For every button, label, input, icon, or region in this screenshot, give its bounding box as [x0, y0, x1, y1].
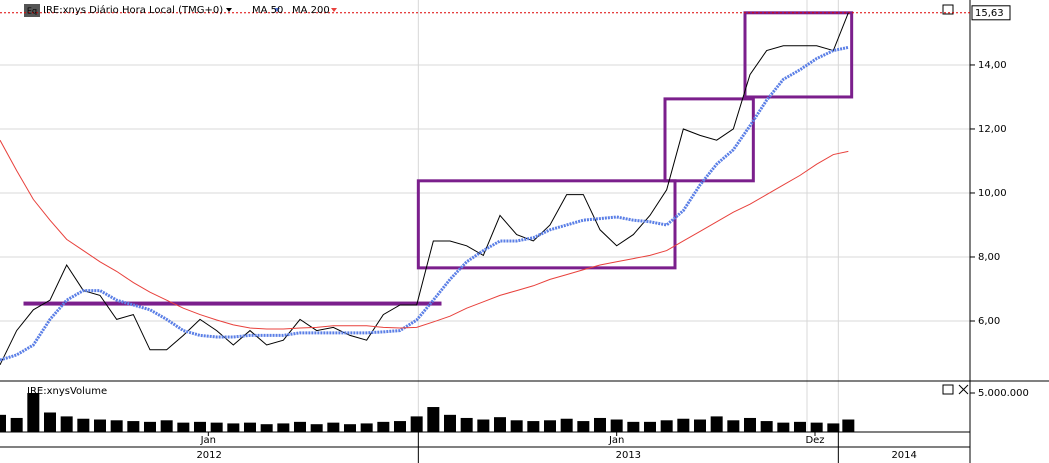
volume-bar — [560, 418, 573, 432]
volume-bar — [644, 421, 656, 432]
volume-bar — [210, 422, 223, 432]
volume-bar — [594, 417, 606, 432]
volume-bar — [110, 420, 123, 432]
volume-bar — [294, 421, 306, 432]
legend-label: MA 50 — [252, 5, 283, 16]
volume-bar — [544, 420, 556, 432]
volume-bar — [177, 422, 190, 432]
x-tick-label: Jan — [608, 435, 624, 446]
volume-bar — [244, 422, 256, 432]
dropdown-arrow[interactable] — [331, 8, 337, 12]
volume-bar — [444, 414, 456, 432]
y-tick-label: 8,00 — [978, 252, 1000, 263]
volume-bar — [44, 412, 56, 432]
last-price-label: 15,63 — [975, 8, 1004, 19]
volume-bar — [677, 418, 690, 432]
year-label: 2013 — [616, 450, 641, 461]
volume-bar — [310, 424, 323, 432]
volume-bar — [160, 420, 173, 432]
maximize-icon[interactable] — [942, 384, 954, 395]
volume-bar — [744, 417, 756, 432]
volume-bar — [277, 423, 290, 432]
volume-bar — [827, 423, 840, 432]
x-tick-label: Dez — [805, 435, 824, 446]
x-tick-label: Jan — [200, 435, 216, 446]
volume-bar — [377, 421, 390, 432]
volume-bar — [510, 420, 523, 432]
annotation-box — [416, 179, 677, 270]
volume-title: IRE:xnysVolume — [27, 386, 107, 397]
volume-bar — [627, 421, 640, 432]
volume-bar — [842, 419, 855, 432]
series-line — [0, 45, 849, 362]
volume-bar — [660, 420, 673, 432]
volume-bar — [10, 417, 23, 432]
volume-bar — [694, 419, 706, 432]
volume-bar — [127, 421, 140, 432]
badge: Eq — [27, 7, 37, 16]
dropdown-arrow[interactable] — [274, 8, 280, 12]
volume-bar — [427, 407, 440, 432]
volume-bar — [494, 417, 506, 432]
last-price-box — [971, 5, 1011, 21]
maximize-icon[interactable] — [942, 4, 954, 15]
volume-bar — [77, 418, 90, 432]
volume-bar — [260, 424, 273, 432]
volume-bar — [777, 422, 790, 432]
volume-bar — [710, 416, 723, 432]
dropdown-arrow[interactable] — [226, 8, 232, 12]
y-tick-label: 5.000.000 — [978, 388, 1029, 399]
volume-bar — [760, 421, 773, 432]
y-tick-label: 14,00 — [978, 60, 1007, 71]
volume-bar — [460, 417, 473, 432]
volume-bar — [327, 422, 340, 432]
annotation-box — [743, 11, 854, 99]
volume-bar — [727, 420, 740, 432]
legend-label: IRE:xnys Diário Hora Local (TMG+0) — [43, 4, 223, 16]
y-tick-label: 12,00 — [978, 124, 1007, 135]
volume-bar — [610, 419, 623, 432]
volume-bar — [394, 421, 406, 432]
y-tick-label: 6,00 — [978, 316, 1000, 327]
volume-bar — [477, 419, 490, 432]
volume-bar — [360, 423, 373, 432]
volume-bar — [0, 414, 6, 432]
annotation-box — [23, 301, 442, 306]
volume-bar — [94, 419, 106, 432]
close-icon[interactable] — [958, 384, 969, 395]
volume-bar — [577, 421, 590, 432]
volume-bar — [810, 422, 823, 432]
volume-bar — [60, 416, 73, 432]
series-line — [0, 139, 849, 330]
legend-label: MA 200 — [292, 5, 330, 16]
volume-bar — [410, 416, 423, 432]
badge-box — [24, 4, 40, 17]
volume-bar — [194, 421, 206, 432]
volume-bar — [794, 421, 806, 432]
y-tick-label: 10,00 — [978, 188, 1007, 199]
volume-bar — [27, 392, 40, 432]
volume-bar — [344, 424, 356, 432]
volume-bar — [144, 421, 156, 432]
year-label: 2014 — [891, 450, 916, 461]
series-line — [0, 12, 849, 366]
volume-bar — [527, 421, 540, 432]
annotation-box — [663, 97, 755, 183]
year-label: 2012 — [196, 450, 221, 461]
volume-bar — [227, 423, 240, 432]
